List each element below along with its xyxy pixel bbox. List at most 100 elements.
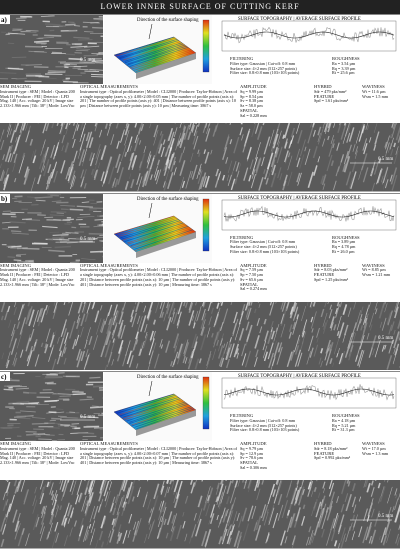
roughness-block: ROUGHNESS Ra = 4.18 µm Rq = 5.21 µm Rt = 31… (332, 414, 398, 440)
texture-streak (230, 178, 236, 191)
texture-streak (80, 313, 86, 326)
texture-streak (249, 159, 254, 170)
texture-streak (44, 23, 61, 26)
texture-streak (350, 344, 354, 352)
parameter-column: WAVINESS Wt = 11.6 µm Wsm = 1.5 mm (362, 85, 400, 123)
texture-streak (204, 175, 210, 188)
texture-streak (313, 487, 317, 493)
direction-arrow (148, 23, 153, 40)
surface-ridge (120, 397, 179, 417)
heading: SPATIAL (240, 107, 258, 113)
texture-streak (366, 124, 370, 131)
texture-streak (152, 495, 159, 510)
texture-streak (149, 330, 155, 341)
surface-ridge (135, 51, 195, 73)
texture-streak (297, 352, 303, 367)
texture-streak (111, 518, 117, 531)
texture-streak (115, 123, 119, 129)
texture-streak (184, 495, 189, 504)
texture-streak (348, 349, 353, 360)
texture-streak (99, 480, 105, 494)
texture-streak (156, 159, 161, 166)
texture-streak (302, 488, 305, 495)
texture-streak (25, 171, 30, 180)
texture-streak (105, 330, 112, 345)
texture-streak (294, 349, 301, 367)
texture-streak (322, 481, 326, 489)
texture-streak (242, 523, 250, 541)
texture-streak (144, 167, 152, 186)
texture-streak (393, 347, 396, 354)
texture-streak (0, 538, 5, 548)
texture-streak (34, 195, 53, 199)
description: Instrument type : Optical profilometer |… (80, 88, 237, 109)
texture-streak (344, 342, 351, 358)
texture-streak (350, 171, 357, 189)
texture-streak (89, 480, 96, 498)
texture-streak (278, 341, 283, 352)
value-line: Sdr = 8.03 pks/mm² (314, 267, 348, 273)
texture-streak (78, 492, 82, 503)
texture-streak (7, 153, 12, 163)
texture-streak (158, 143, 163, 154)
texture-streak (57, 393, 74, 395)
texture-streak (171, 301, 176, 311)
texture-streak (332, 362, 335, 367)
texture-streak (191, 124, 195, 133)
texture-streak (46, 305, 50, 315)
texture-streak (9, 128, 12, 136)
texture-streak (322, 312, 328, 327)
texture-streak (27, 305, 33, 320)
texture-streak (236, 512, 240, 522)
filtering-block: FILTERING Filter type: Gaussian | Cut-off… (230, 414, 330, 440)
texture-streak (353, 504, 357, 513)
surface-ridge (114, 215, 175, 234)
texture-streak (63, 517, 68, 528)
texture-streak (194, 301, 198, 306)
texture-streak (262, 123, 265, 126)
surface-ridge (124, 42, 182, 62)
description: Instrument type : SEM | Model : Quanta 2… (0, 267, 75, 287)
texture-streak (288, 139, 293, 148)
texture-streak (150, 519, 156, 532)
surface-ridge (116, 216, 176, 236)
texture-streak (251, 169, 256, 179)
surface-ridge (124, 400, 184, 421)
texture-streak (155, 301, 160, 313)
texture-streak (327, 123, 332, 133)
texture-streak (373, 123, 378, 134)
surface-ridge (134, 407, 193, 428)
texture-streak (308, 526, 312, 533)
texture-streak (65, 123, 69, 130)
texture-streak (79, 133, 86, 151)
texture-streak (280, 313, 285, 324)
texture-streak (268, 352, 274, 368)
description: Instrument type : Optical profilometer |… (80, 267, 237, 287)
texture-streak (101, 220, 103, 222)
texture-streak (328, 480, 333, 489)
texture-streak (342, 303, 348, 315)
texture-streak (160, 146, 165, 158)
texture-streak (268, 507, 275, 525)
texture-streak (294, 334, 301, 352)
texture-streak (42, 484, 46, 495)
texture-streak (382, 535, 387, 546)
sem-block: SEM IMAGING Instrument type : SEM | Model… (0, 85, 78, 123)
texture-streak (76, 205, 93, 208)
texture-streak (236, 170, 240, 178)
texture-streak (55, 532, 59, 543)
texture-streak (217, 332, 224, 351)
texture-streak (52, 233, 69, 236)
texture-streak (275, 327, 279, 332)
texture-streak (104, 311, 109, 325)
texture-streak (67, 161, 74, 176)
texture-streak (13, 258, 22, 261)
texture-streak (280, 301, 284, 310)
texture-streak (291, 489, 296, 499)
texture-streak (307, 481, 312, 490)
texture-streak (93, 505, 99, 520)
texture-streak (112, 507, 117, 516)
texture-streak (157, 133, 164, 150)
texture-streak (138, 348, 142, 356)
texture-streak (13, 306, 17, 315)
